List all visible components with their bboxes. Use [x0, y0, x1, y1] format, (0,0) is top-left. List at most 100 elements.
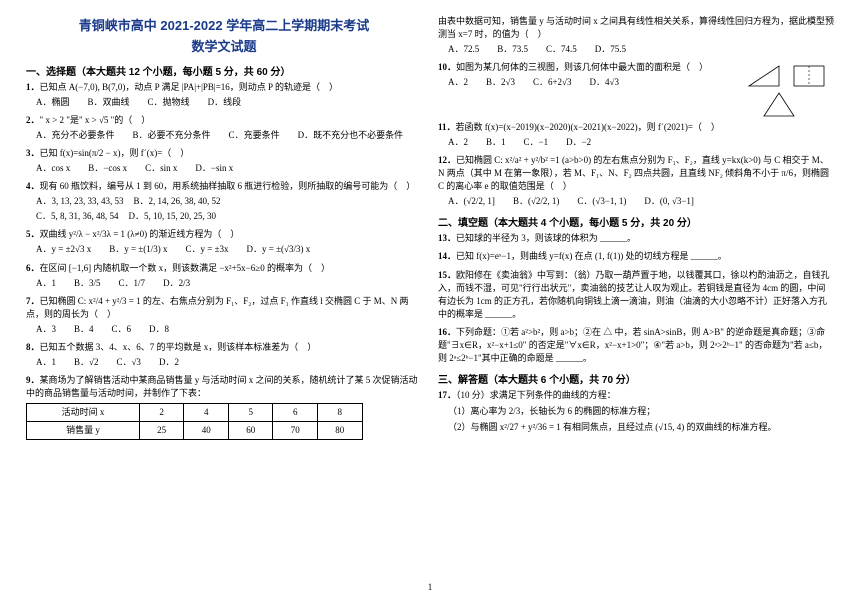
question-text: 双曲线 y²/λ − x²/3λ = 1 (λ≠0) 的渐近线方程为（ ） — [40, 229, 240, 239]
qnum: 8． — [26, 342, 40, 352]
qnum: 5． — [26, 229, 40, 239]
opt-a: A．3, 13, 23, 33, 43, 53 — [36, 195, 124, 208]
question-6: 6．在区间 [−1,6] 内随机取一个数 x，则该数满足 −x²+5x−6≥0 … — [26, 262, 422, 290]
qnum: 16． — [438, 327, 456, 337]
section-3-heading: 三、解答题（本大题共 6 个小题，共 70 分） — [438, 371, 834, 386]
options: A．1 B．√2 C．√3 D．2 — [36, 356, 422, 369]
opt-b: B．必要不充分条件 — [133, 129, 211, 142]
question-text: 某商场为了解销售活动中某商品销售量 y 与活动时间 x 之间的关系，随机统计了某… — [26, 375, 418, 398]
opt-b: B．√2 — [74, 356, 98, 369]
table-cell: 40 — [184, 421, 229, 439]
opt-a: A．(√2/2, 1] — [448, 195, 495, 208]
left-column: 青铜峡市高中 2021-2022 学年高二上学期期末考试 数学文试题 一、选择题… — [18, 15, 430, 588]
question-8: 8．已知五个数据 3、4、x、6、7 的平均数是 x，则该样本标准差为（ ） A… — [26, 341, 422, 369]
exam-subtitle: 数学文试题 — [26, 36, 422, 55]
table-cell: 8 — [318, 403, 363, 421]
question-15: 15．欧阳修在《卖油翁》中写到：（翁）乃取一葫芦置于地，以钱覆其口，徐以杓酌油沥… — [438, 269, 834, 321]
opt-b: B．73.5 — [497, 43, 528, 56]
opt-b: B．y = ±(1/3) x — [109, 243, 167, 256]
options: A．3 B．4 C．6 D．8 — [36, 323, 422, 336]
question-16: 16．下列命题：①若 a²>b²，则 a>b；②在 △ 中，若 sinA>sin… — [438, 326, 834, 365]
question-10: 10．如图为某几何体的三视图，则该几何体中最大面的面积是（ ） A．2 B．2√… — [438, 61, 834, 89]
opt-c: C．1/7 — [119, 277, 146, 290]
opt-d: D．2/3 — [163, 277, 190, 290]
qnum: 10． — [438, 62, 456, 72]
qnum: 7． — [26, 296, 40, 306]
question-text: 若函数 f(x)=(x−2019)(x−2020)(x−2021)(x−2022… — [456, 122, 720, 132]
table-cell: 活动时间 x — [27, 403, 140, 421]
question-9: 9．某商场为了解销售活动中某商品销售量 y 与活动时间 x 之间的关系，随机统计… — [26, 374, 422, 440]
table-row: 销售量 y 25 40 60 70 80 — [27, 421, 363, 439]
table-cell: 60 — [228, 421, 273, 439]
opt-a: A．充分不必要条件 — [36, 129, 115, 142]
options-2: C．5, 8, 31, 36, 48, 54 D．5, 10, 15, 20, … — [36, 210, 422, 223]
right-column: 由表中数据可知，销售量 y 与活动时间 x 之间具有线性相关关系，算得线性回归方… — [430, 15, 842, 588]
opt-a: A．3 — [36, 323, 56, 336]
question-7: 7．已知椭圆 C: x²/4 + y²/3 = 1 的左、右焦点分别为 F₁、F… — [26, 295, 422, 336]
opt-d: D．−2 — [566, 136, 591, 149]
opt-c: C．6+2√3 — [533, 76, 572, 89]
qnum: 13． — [438, 233, 456, 243]
table-cell: 25 — [139, 421, 184, 439]
qnum: 3． — [26, 148, 40, 158]
options: A．72.5 B．73.5 C．74.5 D．75.5 — [448, 43, 834, 56]
options: A．椭圆 B．双曲线 C．抛物线 D．线段 — [36, 96, 422, 109]
opt-a: A．2 — [448, 76, 468, 89]
question-text: 下列命题：①若 a²>b²，则 a>b；②在 △ 中，若 sinA>sinB，则… — [438, 327, 827, 363]
table-cell: 5 — [228, 403, 273, 421]
opt-a: A．2 — [448, 136, 468, 149]
opt-c: C．充要条件 — [229, 129, 280, 142]
three-view-figure — [744, 61, 834, 121]
options: A．3, 13, 23, 33, 43, 53 B．2, 14, 26, 38,… — [36, 195, 422, 208]
question-text: 欧阳修在《卖油翁》中写到：（翁）乃取一葫芦置于地，以钱覆其口，徐以杓酌油沥之，自… — [438, 270, 830, 319]
qnum: 17． — [438, 390, 456, 400]
opt-c: C．y = ±3x — [186, 243, 229, 256]
qnum: 4． — [26, 181, 40, 191]
options: A．2 B．1 C．−1 D．−2 — [448, 136, 834, 149]
qnum: 14． — [438, 251, 456, 261]
question-14: 14．已知 f(x)=eˣ−1，则曲线 y=f(x) 在点 (1, f(1)) … — [438, 250, 834, 263]
table-cell: 4 — [184, 403, 229, 421]
options: A．y = ±2√3 x B．y = ±(1/3) x C．y = ±3x D．… — [36, 243, 422, 256]
qnum: 2． — [26, 115, 40, 125]
page-number: 1 — [428, 582, 433, 592]
section-2-heading: 二、填空题（本大题共 4 个小题，每小题 5 分，共 20 分） — [438, 214, 834, 229]
opt-a: A．y = ±2√3 x — [36, 243, 91, 256]
options: A．1 B．3/5 C．1/7 D．2/3 — [36, 277, 422, 290]
question-17: 17．（10 分）求满足下列条件的曲线的方程： （1）离心率为 2/3，长轴长为… — [438, 389, 834, 434]
question-text: " x > 2 "是" x > √5 "的（ ） — [40, 115, 151, 125]
question-text: 已知五个数据 3、4、x、6、7 的平均数是 x，则该样本标准差为（ ） — [40, 342, 317, 352]
question-5: 5．双曲线 y²/λ − x²/3λ = 1 (λ≠0) 的渐近线方程为（ ） … — [26, 228, 422, 256]
opt-c: C．5, 8, 31, 36, 48, 54 — [36, 210, 119, 223]
opt-b: B．2, 14, 26, 38, 40, 52 — [134, 195, 221, 208]
question-text: 由表中数据可知，销售量 y 与活动时间 x 之间具有线性相关关系，算得线性回归方… — [438, 16, 834, 39]
qnum: 15． — [438, 270, 456, 280]
question-text: 已知球的半径为 3，则该球的体积为 ______。 — [456, 233, 636, 243]
opt-d: D．既不充分也不必要条件 — [298, 129, 404, 142]
table-cell: 2 — [139, 403, 184, 421]
opt-d: D．2 — [159, 356, 179, 369]
opt-b: B．3/5 — [74, 277, 101, 290]
opt-d: D．y = ±(√3/3) x — [247, 243, 311, 256]
question-text: 已知椭圆 C: x²/a² + y²/b² =1 (a>b>0) 的左右焦点分别… — [438, 155, 829, 191]
section-1-heading: 一、选择题（本大题共 12 个小题，每小题 5 分，共 60 分） — [26, 63, 422, 78]
opt-d: D．(0, √3−1] — [644, 195, 694, 208]
qnum: 6． — [26, 263, 40, 273]
table-cell: 70 — [273, 421, 318, 439]
question-text: 在区间 [−1,6] 内随机取一个数 x，则该数满足 −x²+5x−6≥0 的概… — [40, 263, 330, 273]
table-row: 活动时间 x 2 4 5 6 8 — [27, 403, 363, 421]
data-table: 活动时间 x 2 4 5 6 8 销售量 y 25 40 60 70 80 — [26, 403, 363, 440]
qnum: 12． — [438, 155, 456, 165]
qnum: 11． — [438, 122, 456, 132]
question-4: 4．现有 60 瓶饮料，编号从 1 到 60，用系统抽样抽取 6 瓶进行检验，则… — [26, 180, 422, 223]
table-cell: 6 — [273, 403, 318, 421]
options: A．2 B．2√3 C．6+2√3 D．4√3 — [448, 76, 740, 89]
opt-d: D．75.5 — [595, 43, 626, 56]
opt-d: D．5, 10, 15, 20, 25, 30 — [129, 210, 217, 223]
subpart-1: （1）离心率为 2/3，长轴长为 6 的椭圆的标准方程； — [448, 405, 834, 418]
opt-c: C．−1 — [524, 136, 549, 149]
options: A．(√2/2, 1] B．(√2/2, 1) C．(√3−1, 1) D．(0… — [448, 195, 834, 208]
opt-c: C．sin x — [145, 162, 177, 175]
opt-d: D．4√3 — [590, 76, 619, 89]
question-text: 已知椭圆 C: x²/4 + y²/3 = 1 的左、右焦点分别为 F₁、F₂，… — [26, 296, 409, 319]
